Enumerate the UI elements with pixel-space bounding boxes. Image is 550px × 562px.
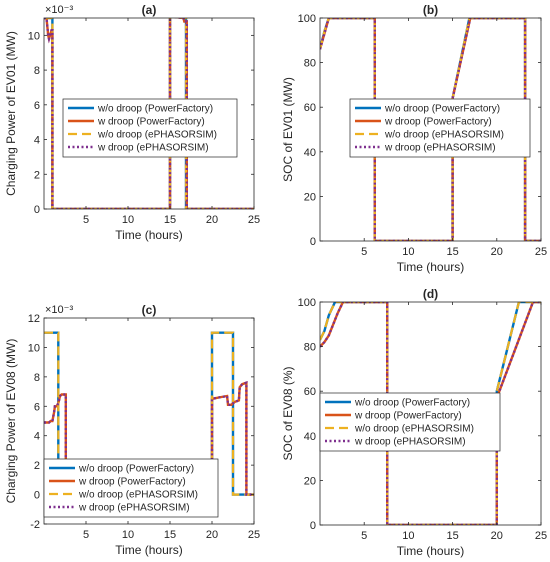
x-tick-label: 5 <box>83 529 89 541</box>
axes-box <box>43 17 255 210</box>
y-exponent-label: ×10⁻³ <box>45 4 73 16</box>
x-tick-label: 5 <box>83 214 89 226</box>
x-tick-label: 25 <box>248 214 260 226</box>
y-tick-label: 6 <box>34 401 40 413</box>
y-axis-label: Charging Power of EV01 (MW) <box>4 31 18 196</box>
x-tick-label: 15 <box>446 246 458 258</box>
y-tick-label: 0 <box>310 236 316 248</box>
y-tick-label: 4 <box>34 431 40 443</box>
legend: w/o droop (PowerFactory) w droop (PowerFa… <box>319 392 501 452</box>
x-tick-label: 10 <box>122 214 134 226</box>
y-axis-label: SOC of EV01 (MW) <box>281 77 295 182</box>
y-tick-label: 8 <box>34 372 40 384</box>
legend-label-2: w droop (PowerFactory) <box>78 477 186 488</box>
legend-label-1: w/o droop (PowerFactory) <box>78 464 194 475</box>
legend-label-3: w/o droop (ePHASORSIM) <box>78 490 198 501</box>
y-tick-label: 100 <box>298 13 316 25</box>
y-tick-label: 10 <box>28 342 40 354</box>
x-tick-label: 20 <box>491 246 503 258</box>
axes-box <box>319 17 542 242</box>
y-tick-label: 10 <box>28 30 40 42</box>
x-axis-label: Time (hours) <box>115 228 183 242</box>
legend-label-4: w droop (ePHASORSIM) <box>97 143 209 154</box>
legend-label-3: w/o droop (ePHASORSIM) <box>97 130 217 141</box>
legend: w/o droop (PowerFactory) w droop (PowerFa… <box>62 98 238 158</box>
legend-label-1: w/o droop (PowerFactory) <box>354 398 470 409</box>
x-tick-label: 20 <box>206 529 218 541</box>
y-tick-label: 2 <box>34 169 40 181</box>
x-tick-label: 5 <box>361 530 367 542</box>
x-tick-label: 15 <box>164 214 176 226</box>
chart-panel-a: 5 10 15 20 25 0 2 4 6 8 10 (a) ×10⁻³ Time (hours) Char… <box>4 3 260 242</box>
y-tick-label: 20 <box>304 475 316 487</box>
legend: w/o droop (PowerFactory) w droop (PowerFa… <box>349 98 531 158</box>
series-line-4 <box>44 18 254 209</box>
legend-label-1: w/o droop (PowerFactory) <box>384 104 500 115</box>
x-tick-label: 20 <box>491 530 503 542</box>
x-tick-label: 5 <box>361 246 367 258</box>
y-tick-label: 0 <box>34 204 40 216</box>
legend-label-3: w/o droop (ePHASORSIM) <box>384 130 504 141</box>
y-tick-label: -2 <box>30 519 40 531</box>
legend: w/o droop (PowerFactory) w droop (PowerFa… <box>43 458 219 518</box>
x-tick-label: 15 <box>164 529 176 541</box>
y-tick-label: 40 <box>304 147 316 159</box>
y-tick-label: 0 <box>34 490 40 502</box>
x-tick-label: 15 <box>446 530 458 542</box>
x-tick-label: 10 <box>122 529 134 541</box>
chart-panel-c: 5 10 15 20 25 -2 0 2 4 6 8 10 12 (c) ×10⁻³ Time (hours)… <box>4 303 260 557</box>
y-tick-label: 60 <box>304 102 316 114</box>
chart-title: (d) <box>423 287 438 301</box>
x-tick-label: 25 <box>535 530 547 542</box>
x-axis-label: Time (hours) <box>397 260 465 274</box>
legend-label-4: w droop (ePHASORSIM) <box>78 503 190 514</box>
x-axis-label: Time (hours) <box>397 544 465 558</box>
legend-label-1: w/o droop (PowerFactory) <box>97 104 213 115</box>
series-line-4 <box>320 302 541 525</box>
x-axis-label: Time (hours) <box>115 543 183 557</box>
x-tick-label: 20 <box>206 214 218 226</box>
x-tick-label: 25 <box>248 529 260 541</box>
axes-box <box>43 317 255 525</box>
y-tick-label: 80 <box>304 58 316 70</box>
y-tick-label: 8 <box>34 65 40 77</box>
chart-panel-d: 5 10 15 20 25 0 20 40 60 80 100 (d) Time (hours) SOC … <box>281 287 547 558</box>
series-line-3 <box>320 18 541 241</box>
x-tick-label: 10 <box>402 246 414 258</box>
legend-label-3: w/o droop (ePHASORSIM) <box>354 424 474 435</box>
legend-label-4: w droop (ePHASORSIM) <box>384 143 496 154</box>
y-tick-label: 2 <box>34 460 40 472</box>
x-tick-label: 10 <box>402 530 414 542</box>
legend-label-2: w droop (PowerFactory) <box>354 411 462 422</box>
y-tick-label: 0 <box>310 520 316 532</box>
y-tick-label: 80 <box>304 342 316 354</box>
y-axis-label: SOC of EV08 (%) <box>281 366 295 460</box>
y-tick-label: 20 <box>304 191 316 203</box>
chart-title: (a) <box>142 3 157 17</box>
y-exponent-label: ×10⁻³ <box>45 304 73 316</box>
series-group <box>320 18 541 241</box>
series-line-4 <box>320 18 541 241</box>
chart-title: (b) <box>423 3 438 17</box>
y-tick-label: 60 <box>304 386 316 398</box>
y-tick-label: 6 <box>34 100 40 112</box>
legend-label-2: w droop (PowerFactory) <box>384 117 492 128</box>
y-tick-label: 12 <box>28 313 40 325</box>
x-tick-label: 25 <box>535 246 547 258</box>
legend-label-2: w droop (PowerFactory) <box>97 117 205 128</box>
y-tick-label: 4 <box>34 135 40 147</box>
legend-label-4: w droop (ePHASORSIM) <box>354 437 466 448</box>
y-axis-label: Charging Power of EV08 (MW) <box>4 339 18 504</box>
chart-panel-b: 5 10 15 20 25 0 20 40 60 80 100 (b) Time (hours) SOC … <box>281 3 547 274</box>
chart-title: (c) <box>142 303 157 317</box>
y-tick-label: 40 <box>304 431 316 443</box>
y-tick-label: 100 <box>298 297 316 309</box>
